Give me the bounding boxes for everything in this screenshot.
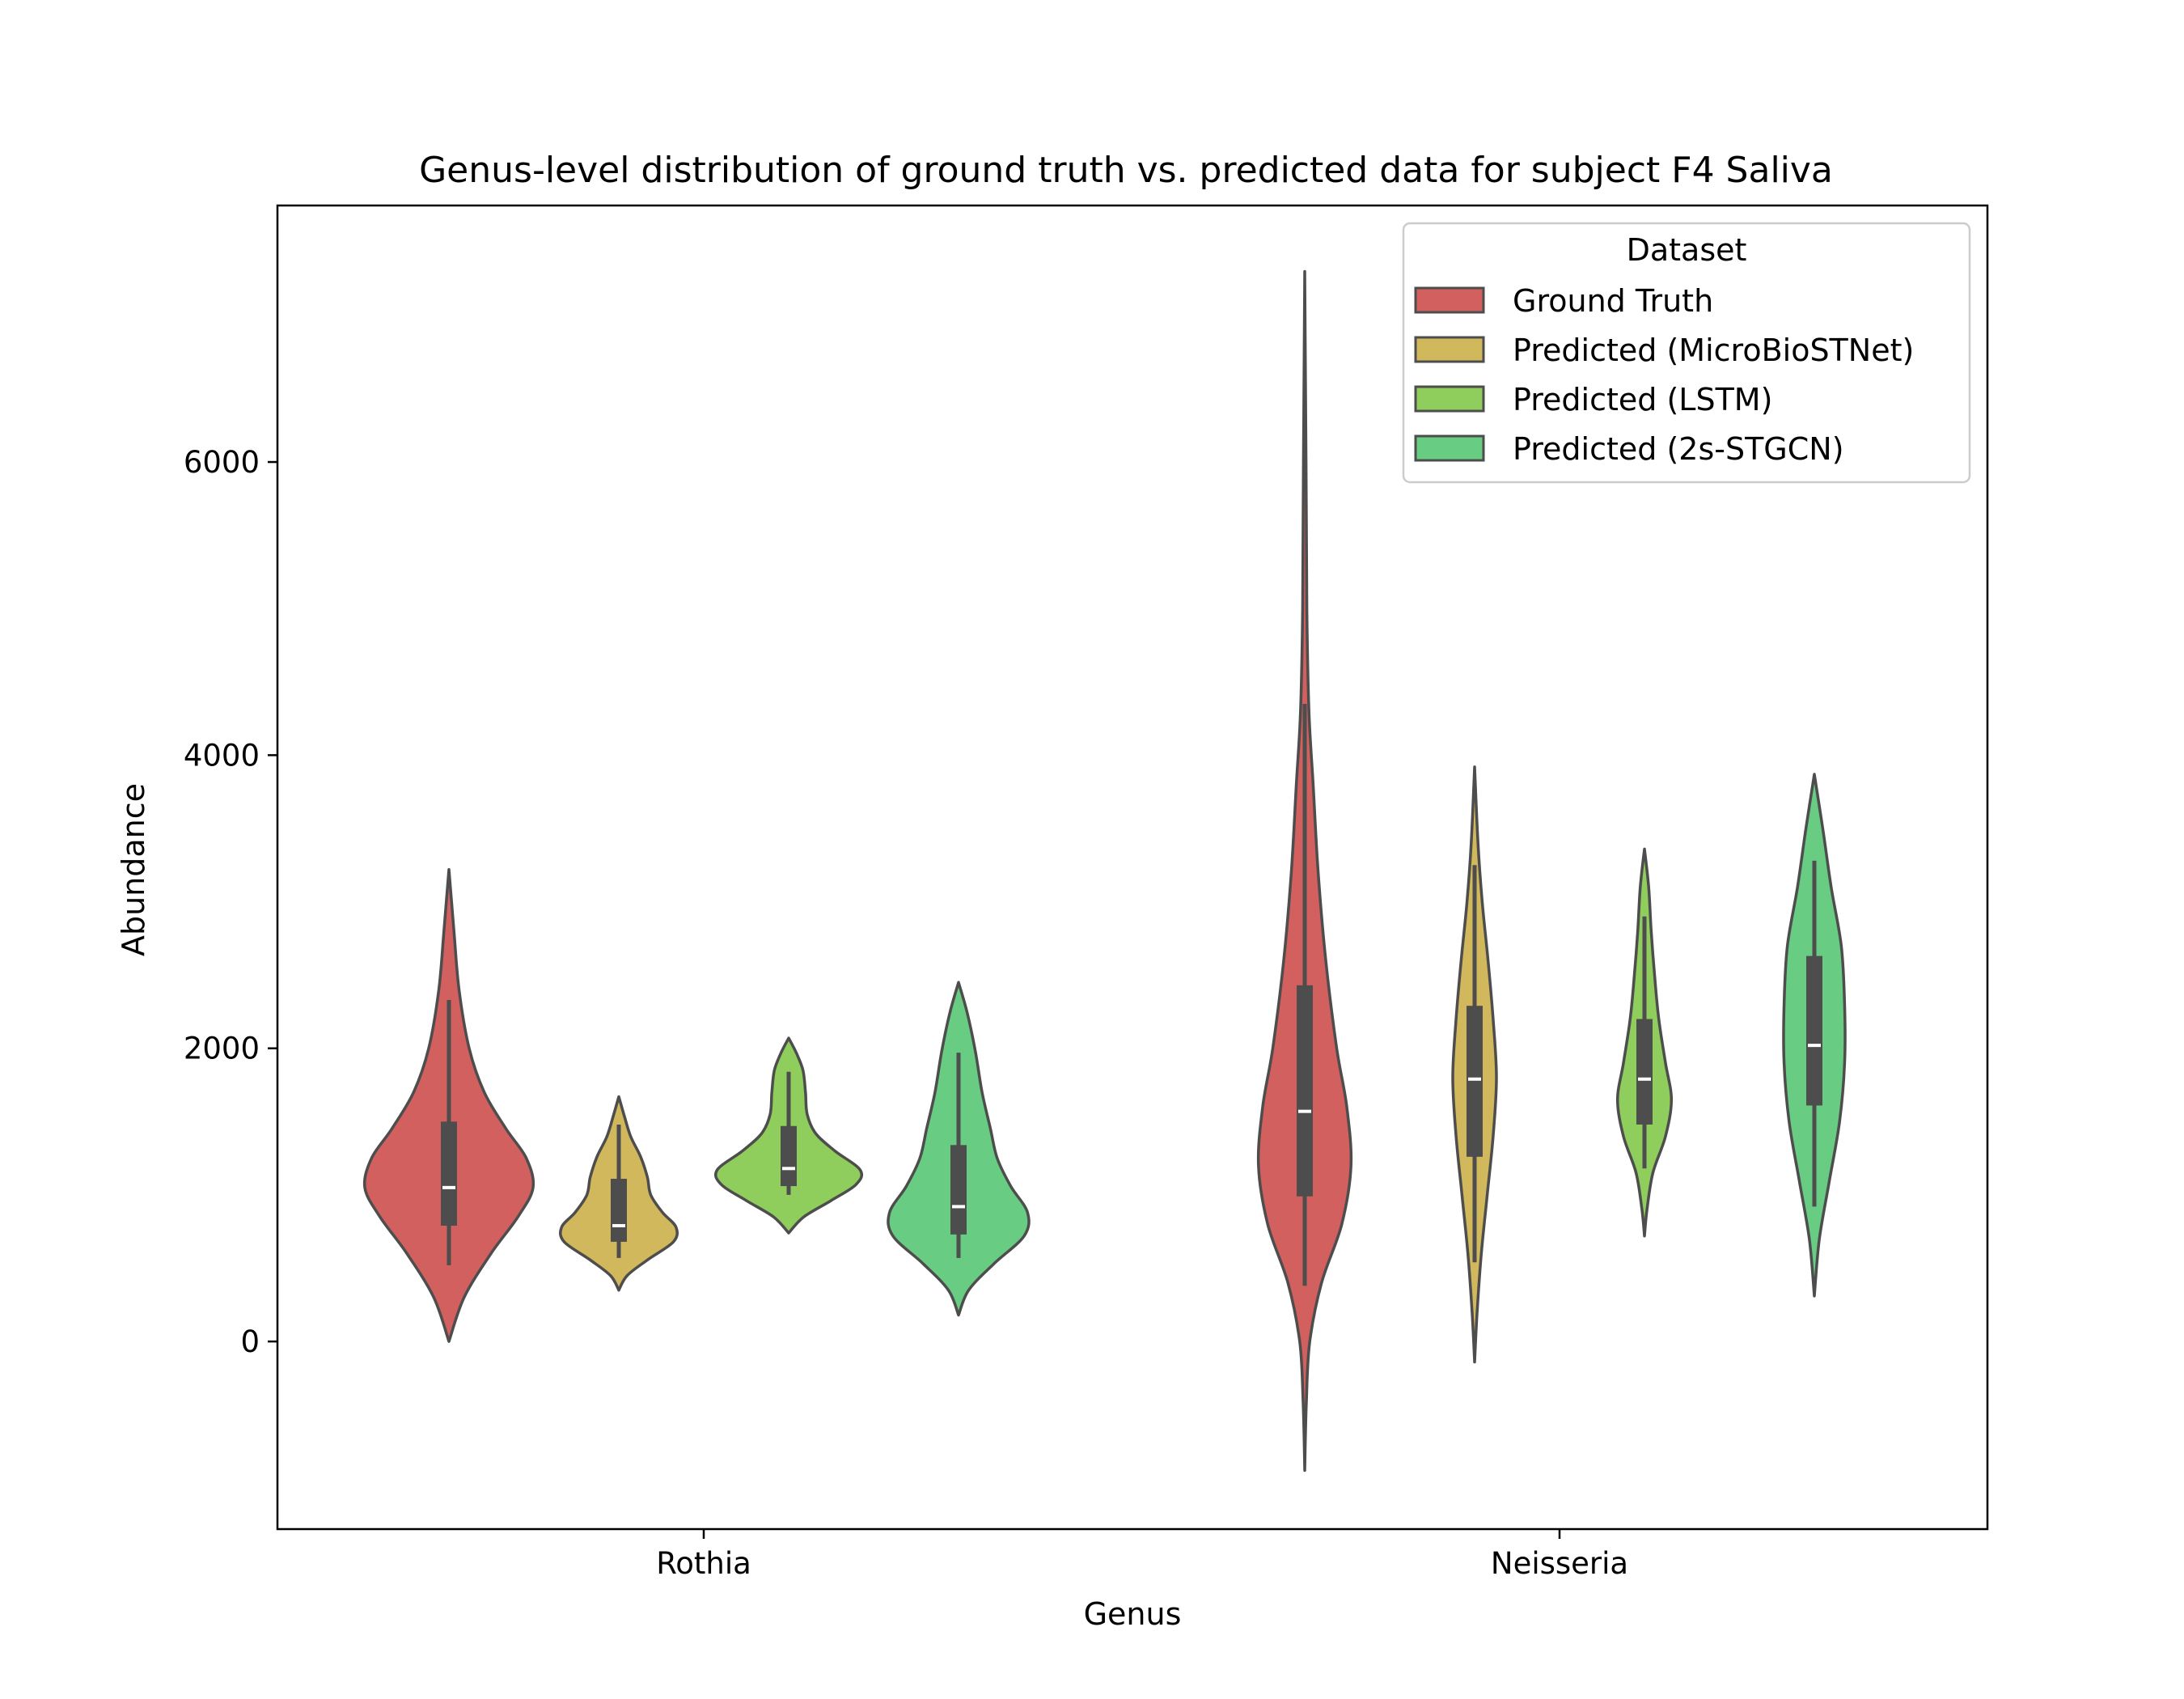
legend-title: Dataset [1627, 232, 1747, 268]
chart-title: Genus-level distribution of ground truth… [419, 150, 1833, 191]
violin-iqr-box [1467, 1006, 1483, 1157]
violin-iqr-box [611, 1178, 627, 1242]
y-tick-label: 6000 [184, 445, 260, 480]
violins [362, 269, 1847, 1472]
legend-swatch [1414, 434, 1485, 462]
violin-iqr-box [950, 1145, 967, 1235]
legend-swatch [1414, 336, 1485, 363]
legend: Dataset Ground Truth Predicted (MicroBioS… [1402, 222, 1971, 484]
violin-iqr-box [781, 1125, 797, 1187]
legend-entry-label: Ground Truth [1513, 283, 1713, 319]
legend-entry-label: Predicted (MicroBioSTNet) [1513, 333, 1914, 368]
x-tick-label-neisseria: Neisseria [1491, 1546, 1628, 1581]
y-tick-label: 2000 [184, 1032, 260, 1066]
violin-iqr-box [1806, 955, 1822, 1106]
legend-entry-label: Predicted (LSTM) [1513, 382, 1772, 417]
legend-swatch [1414, 286, 1485, 314]
x-tick-label-rothia: Rothia [656, 1546, 751, 1581]
violin-iqr-box [441, 1121, 457, 1226]
y-tick-label: 0 [240, 1324, 260, 1359]
x-axis: Rothia Neisseria [656, 1529, 1628, 1581]
y-tick-label: 4000 [184, 738, 260, 773]
violin-iqr-box [1297, 985, 1313, 1197]
plot-frame [276, 204, 1989, 1531]
y-axis-label: Abundance [116, 783, 151, 956]
y-axis: 0 2000 4000 6000 [184, 445, 277, 1359]
x-axis-label: Genus [1084, 1596, 1182, 1632]
violin-iqr-box [1636, 1019, 1653, 1125]
legend-frame [1402, 222, 1971, 484]
legend-entry-label: Predicted (2s-STGCN) [1513, 431, 1844, 467]
legend-swatch [1414, 385, 1485, 413]
